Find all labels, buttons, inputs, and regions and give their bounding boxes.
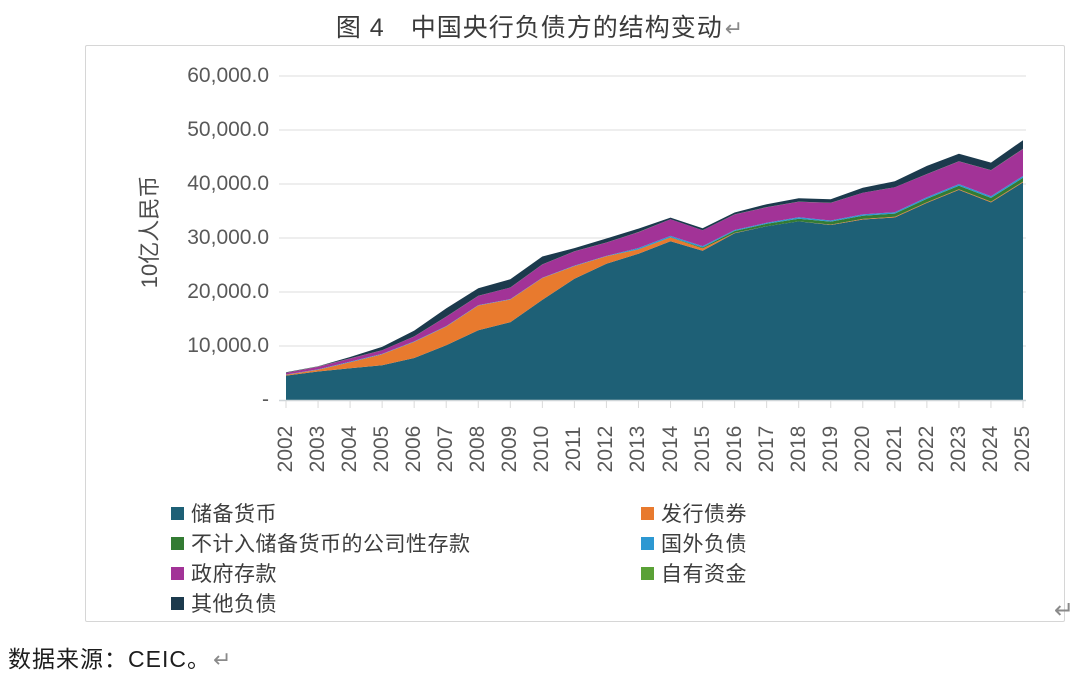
x-tick-label: 2015 bbox=[690, 425, 714, 473]
legend-swatch-icon bbox=[641, 536, 654, 550]
chart-container: 10亿人民币 60,000.0 50,000.0 40,000.0 30,000.0 2… bbox=[85, 45, 1065, 622]
y-tick-label: 50,000.0 bbox=[187, 118, 269, 141]
x-tick-label: 2007 bbox=[434, 425, 458, 473]
x-tick-label: 2009 bbox=[498, 425, 522, 473]
x-tick-label: 2013 bbox=[626, 425, 650, 473]
legend-label: 不计入储备货币的公司性存款 bbox=[191, 533, 471, 556]
x-tick-label: 2016 bbox=[722, 425, 746, 473]
legend-item: 自有资金 bbox=[641, 558, 1031, 588]
area-series-4 bbox=[286, 149, 1023, 375]
area-series-6 bbox=[286, 140, 1023, 373]
x-tick-label: 2008 bbox=[466, 425, 490, 473]
paragraph-return-icon: ↵ bbox=[1054, 597, 1075, 624]
legend-swatch-icon bbox=[171, 536, 184, 550]
x-tick-label: 2014 bbox=[658, 425, 682, 473]
figure-title-text: 图 4 中国央行负债方的结构变动 bbox=[335, 14, 723, 42]
y-tick-label: - bbox=[262, 388, 269, 411]
legend-item: 不计入储备货币的公司性存款 bbox=[171, 528, 641, 558]
y-tick-label: 40,000.0 bbox=[187, 172, 269, 195]
legend-item: 政府存款 bbox=[171, 558, 641, 588]
legend-swatch-icon bbox=[641, 506, 654, 520]
legend-label: 政府存款 bbox=[191, 563, 277, 586]
y-tick-label: 10,000.0 bbox=[187, 334, 269, 357]
x-tick-label: 2023 bbox=[946, 425, 970, 473]
x-tick-label: 2017 bbox=[754, 425, 778, 473]
x-tick-label: 2018 bbox=[786, 425, 810, 473]
x-tick-label: 2025 bbox=[1011, 425, 1034, 473]
area-series-0 bbox=[286, 182, 1023, 400]
x-tick-label: 2004 bbox=[338, 425, 362, 473]
legend-swatch-icon bbox=[171, 596, 184, 610]
legend-label: 自有资金 bbox=[661, 563, 747, 586]
legend-item: 国外负债 bbox=[641, 528, 1031, 558]
legend-item: 发行债券 bbox=[641, 498, 1031, 528]
x-tick-label: 2021 bbox=[882, 425, 906, 473]
x-tick-label: 2019 bbox=[818, 425, 842, 473]
x-tick-label: 2002 bbox=[274, 425, 297, 473]
legend-label: 储备货币 bbox=[191, 503, 277, 526]
legend-label: 国外负债 bbox=[661, 533, 747, 556]
y-tick-label: 60,000.0 bbox=[187, 64, 269, 87]
x-tick-label: 2011 bbox=[562, 426, 586, 472]
x-tick-label: 2010 bbox=[530, 425, 554, 473]
paragraph-return-icon: ↵ bbox=[724, 16, 745, 41]
x-tick-label: 2020 bbox=[850, 425, 874, 473]
area-series-1 bbox=[286, 181, 1023, 376]
x-tick-label: 2003 bbox=[306, 425, 330, 473]
x-tick-label: 2024 bbox=[978, 425, 1002, 473]
legend-item: 其他负债 bbox=[171, 588, 641, 618]
legend-item: 储备货币 bbox=[171, 498, 641, 528]
legend-label: 其他负债 bbox=[191, 593, 277, 616]
x-tick-label: 2005 bbox=[370, 425, 394, 473]
y-tick-label: 20,000.0 bbox=[187, 280, 269, 303]
x-tick-label: 2012 bbox=[594, 425, 618, 473]
legend-swatch-icon bbox=[171, 506, 184, 520]
stacked-area-plot bbox=[279, 75, 1026, 408]
legend-swatch-icon bbox=[641, 566, 654, 580]
x-tick-label: 2006 bbox=[402, 425, 426, 473]
legend-swatch-icon bbox=[171, 566, 184, 580]
chart-legend: 储备货币 发行债券不计入储备货币的公司性存款 国外负债政府存款 自有资金其他负债 bbox=[171, 498, 1031, 618]
y-tick-label: 30,000.0 bbox=[187, 226, 269, 249]
paragraph-return-icon: ↵ bbox=[212, 647, 233, 672]
x-tick-label: 2022 bbox=[914, 425, 938, 473]
legend-label: 发行债券 bbox=[661, 503, 747, 526]
figure-title: 图 4 中国央行负债方的结构变动↵ bbox=[0, 8, 1080, 44]
source-note: 数据来源：CEIC。↵ bbox=[8, 640, 232, 674]
source-note-text: 数据来源：CEIC。 bbox=[8, 646, 211, 672]
